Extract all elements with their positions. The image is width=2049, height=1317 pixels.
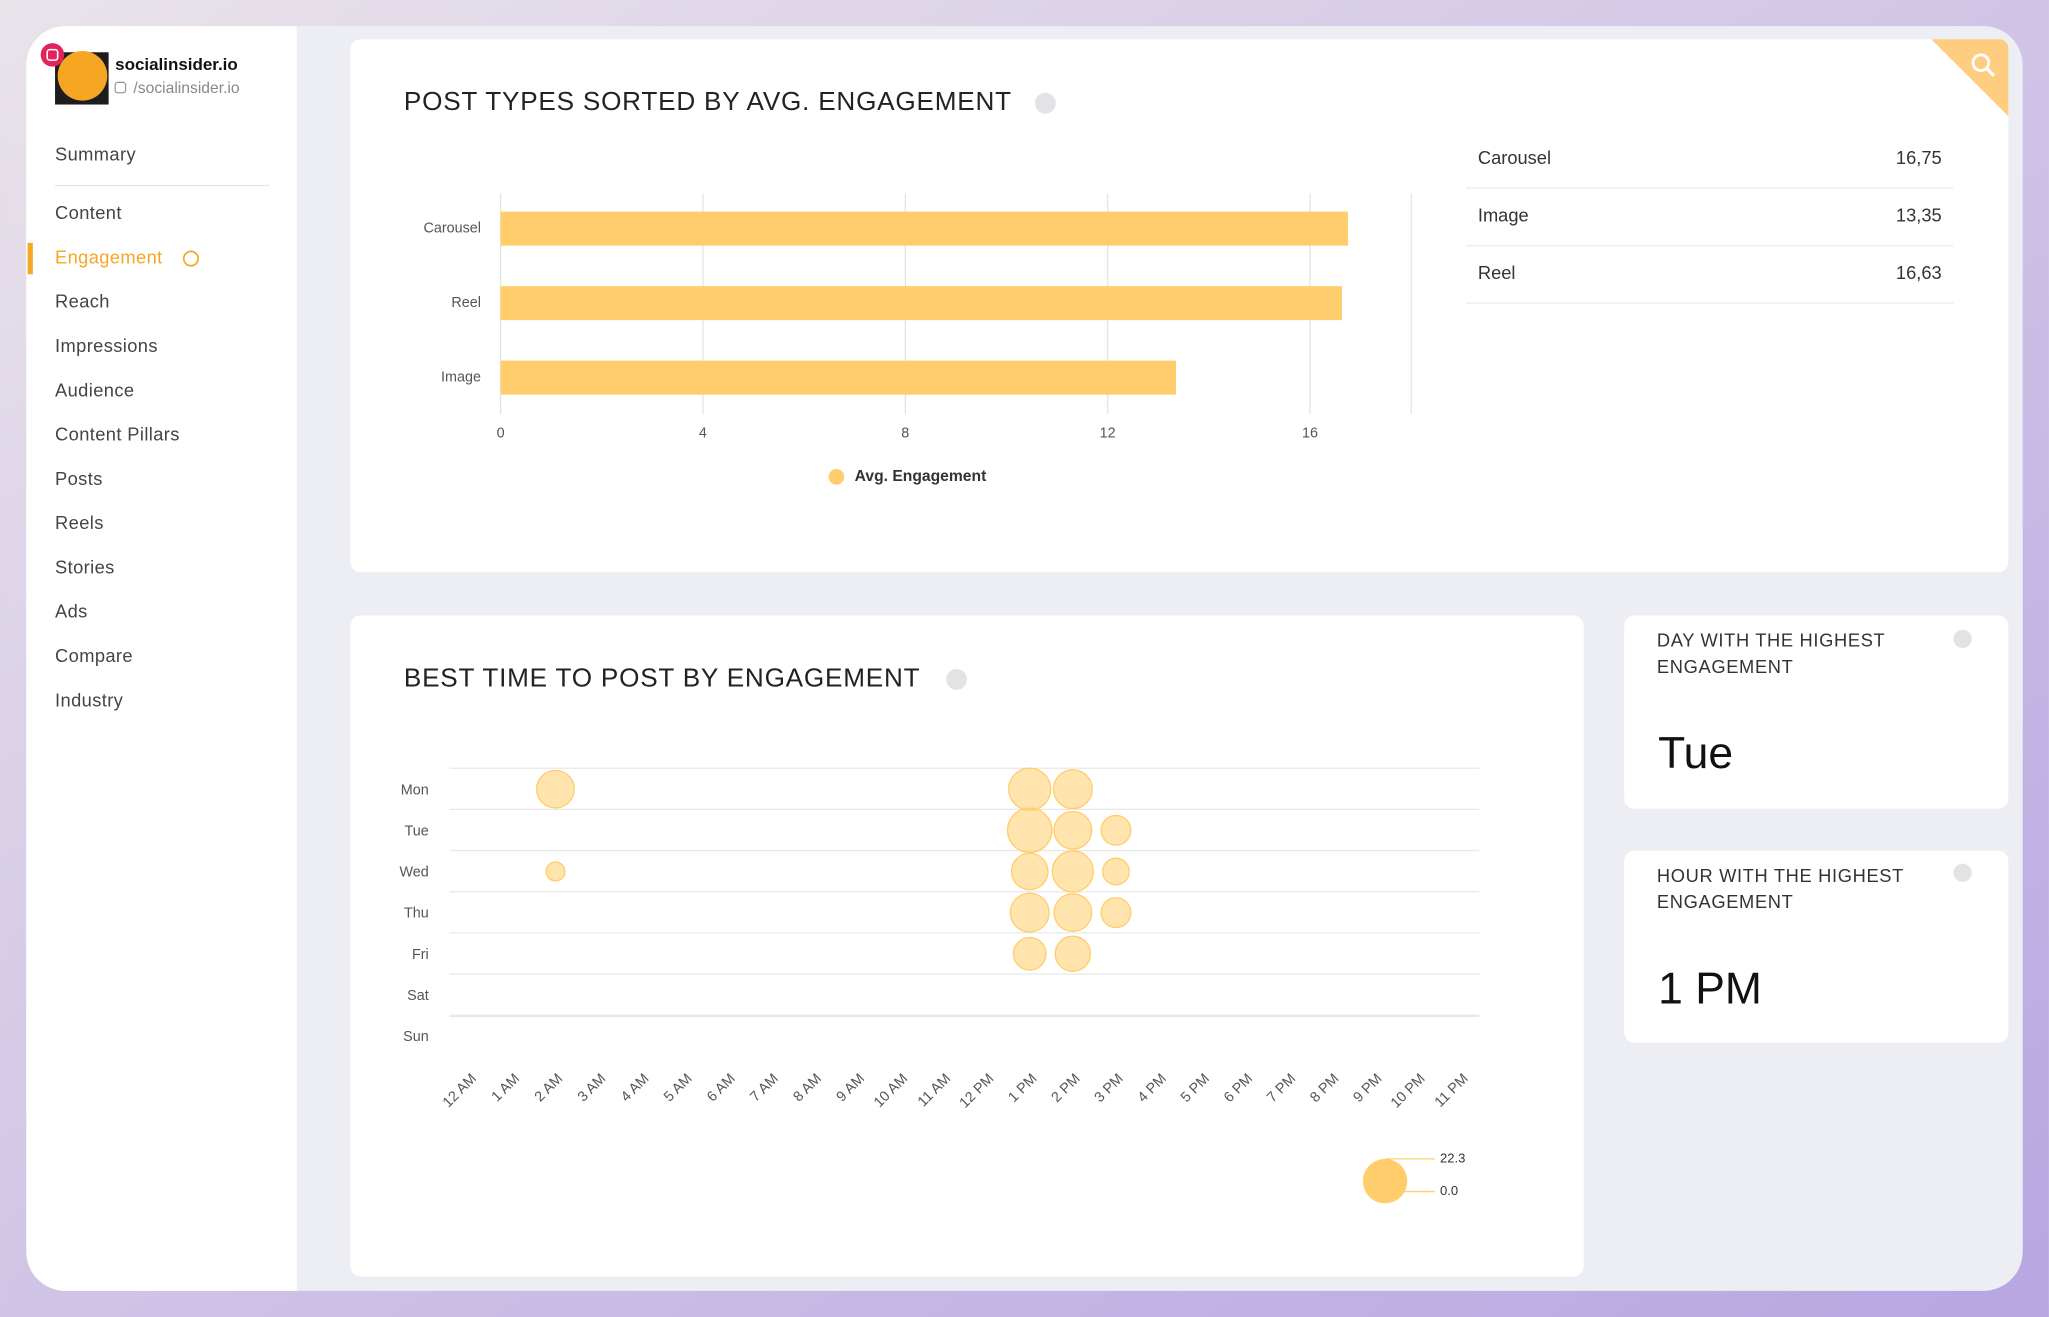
nav-item[interactable]: Engagement: [55, 246, 163, 267]
chart-title: POST TYPES SORTED BY AVG. ENGAGEMENT: [404, 86, 1012, 116]
size-legend-bubble: [1362, 1158, 1408, 1204]
nav-item[interactable]: Compare: [55, 645, 133, 666]
y-tick-label: Thu: [404, 906, 429, 922]
size-legend-label: 22.3: [1440, 1150, 1465, 1165]
bubble[interactable]: [1102, 857, 1130, 886]
nav-item[interactable]: Stories: [55, 556, 115, 577]
search-icon-handle: [1984, 66, 1996, 77]
bar[interactable]: [500, 211, 1348, 246]
y-tick-label: Sat: [407, 988, 429, 1004]
instagram-icon: [46, 48, 59, 61]
nav-item[interactable]: Posts: [55, 468, 103, 489]
nav-item[interactable]: Reels: [55, 512, 104, 533]
size-legend-label: 0.0: [1440, 1183, 1458, 1198]
info-icons: [946, 92, 1972, 882]
bubble[interactable]: [1100, 814, 1132, 846]
y-tick-label: Mon: [401, 782, 429, 798]
bubble[interactable]: [1006, 807, 1053, 854]
x-tick-label: 12: [1100, 426, 1116, 442]
brand-handle: /socialinsider.io: [133, 80, 239, 97]
y-tick-label: Wed: [399, 865, 428, 881]
x-tick-label: 16: [1302, 426, 1318, 442]
active-indicator: [27, 242, 33, 275]
card-title: HOUR WITH THE HIGHEST ENGAGEMENT: [1656, 864, 1904, 912]
bubble[interactable]: [535, 769, 575, 809]
table-value: 16,75: [1896, 147, 1942, 168]
search-icon[interactable]: [1971, 53, 1991, 72]
bubble[interactable]: [1008, 767, 1052, 811]
table-value: 13,35: [1896, 205, 1942, 226]
card-title-box: DAY WITH THE HIGHEST ENGAGEMENT: [1656, 629, 1886, 677]
y-tick-label: Sun: [403, 1029, 429, 1045]
card-value: 1 PM: [1658, 964, 1762, 1013]
brand-name: socialinsider.io: [115, 55, 238, 74]
bubble[interactable]: [1054, 935, 1092, 973]
table-label: Image: [1478, 205, 1529, 226]
y-tick-label: Reel: [451, 295, 481, 311]
help-icon: [182, 250, 199, 267]
nav-item[interactable]: Audience: [55, 379, 134, 400]
card-value: Tue: [1658, 729, 1733, 778]
bubble[interactable]: [1010, 852, 1049, 891]
panel-best-time: [350, 615, 1584, 1277]
x-tick-label: 8: [901, 426, 909, 442]
y-tick-label: Image: [441, 369, 481, 385]
bubble[interactable]: [1009, 892, 1050, 933]
bubble[interactable]: [1053, 893, 1093, 933]
nav-item[interactable]: Industry: [55, 689, 124, 710]
nav-item[interactable]: Impressions: [55, 335, 158, 356]
handle-icon: [114, 81, 127, 94]
y-tick-label: Tue: [404, 823, 428, 839]
bubble[interactable]: [1052, 769, 1093, 810]
avatar-logo: [57, 50, 108, 101]
legend-swatch: [828, 469, 845, 485]
x-tick-label: 4: [699, 426, 707, 442]
card-title: DAY WITH THE HIGHEST ENGAGEMENT: [1656, 629, 1886, 677]
bubble[interactable]: [545, 861, 566, 882]
legend-label[interactable]: Avg. Engagement: [855, 468, 987, 485]
chart-title: BEST TIME TO POST BY ENGAGEMENT: [404, 662, 920, 692]
bubble[interactable]: [1051, 850, 1094, 893]
nav-item[interactable]: Content Pillars: [55, 424, 180, 445]
sidebar: [26, 26, 297, 1291]
bubble[interactable]: [1012, 936, 1047, 971]
nav-item[interactable]: Reach: [55, 291, 110, 312]
nav-item[interactable]: Ads: [55, 601, 88, 622]
instagram-badge: [40, 43, 65, 67]
nav-item[interactable]: Content: [55, 202, 122, 223]
nav-item[interactable]: Summary: [55, 143, 136, 164]
bubble[interactable]: [1053, 810, 1093, 850]
y-tick-label: Carousel: [424, 220, 481, 236]
bar[interactable]: [500, 360, 1176, 395]
card-title-box: HOUR WITH THE HIGHEST ENGAGEMENT: [1656, 864, 1904, 912]
x-tick-label: 0: [497, 426, 505, 442]
y-tick-label: Fri: [412, 947, 429, 963]
table-label: Reel: [1478, 262, 1516, 283]
card-day: [1624, 615, 2009, 809]
bubble[interactable]: [1100, 897, 1132, 929]
table-label: Carousel: [1478, 147, 1551, 168]
table-value: 16,63: [1896, 262, 1942, 283]
bar[interactable]: [500, 286, 1342, 321]
card-hour: [1624, 850, 2009, 1043]
